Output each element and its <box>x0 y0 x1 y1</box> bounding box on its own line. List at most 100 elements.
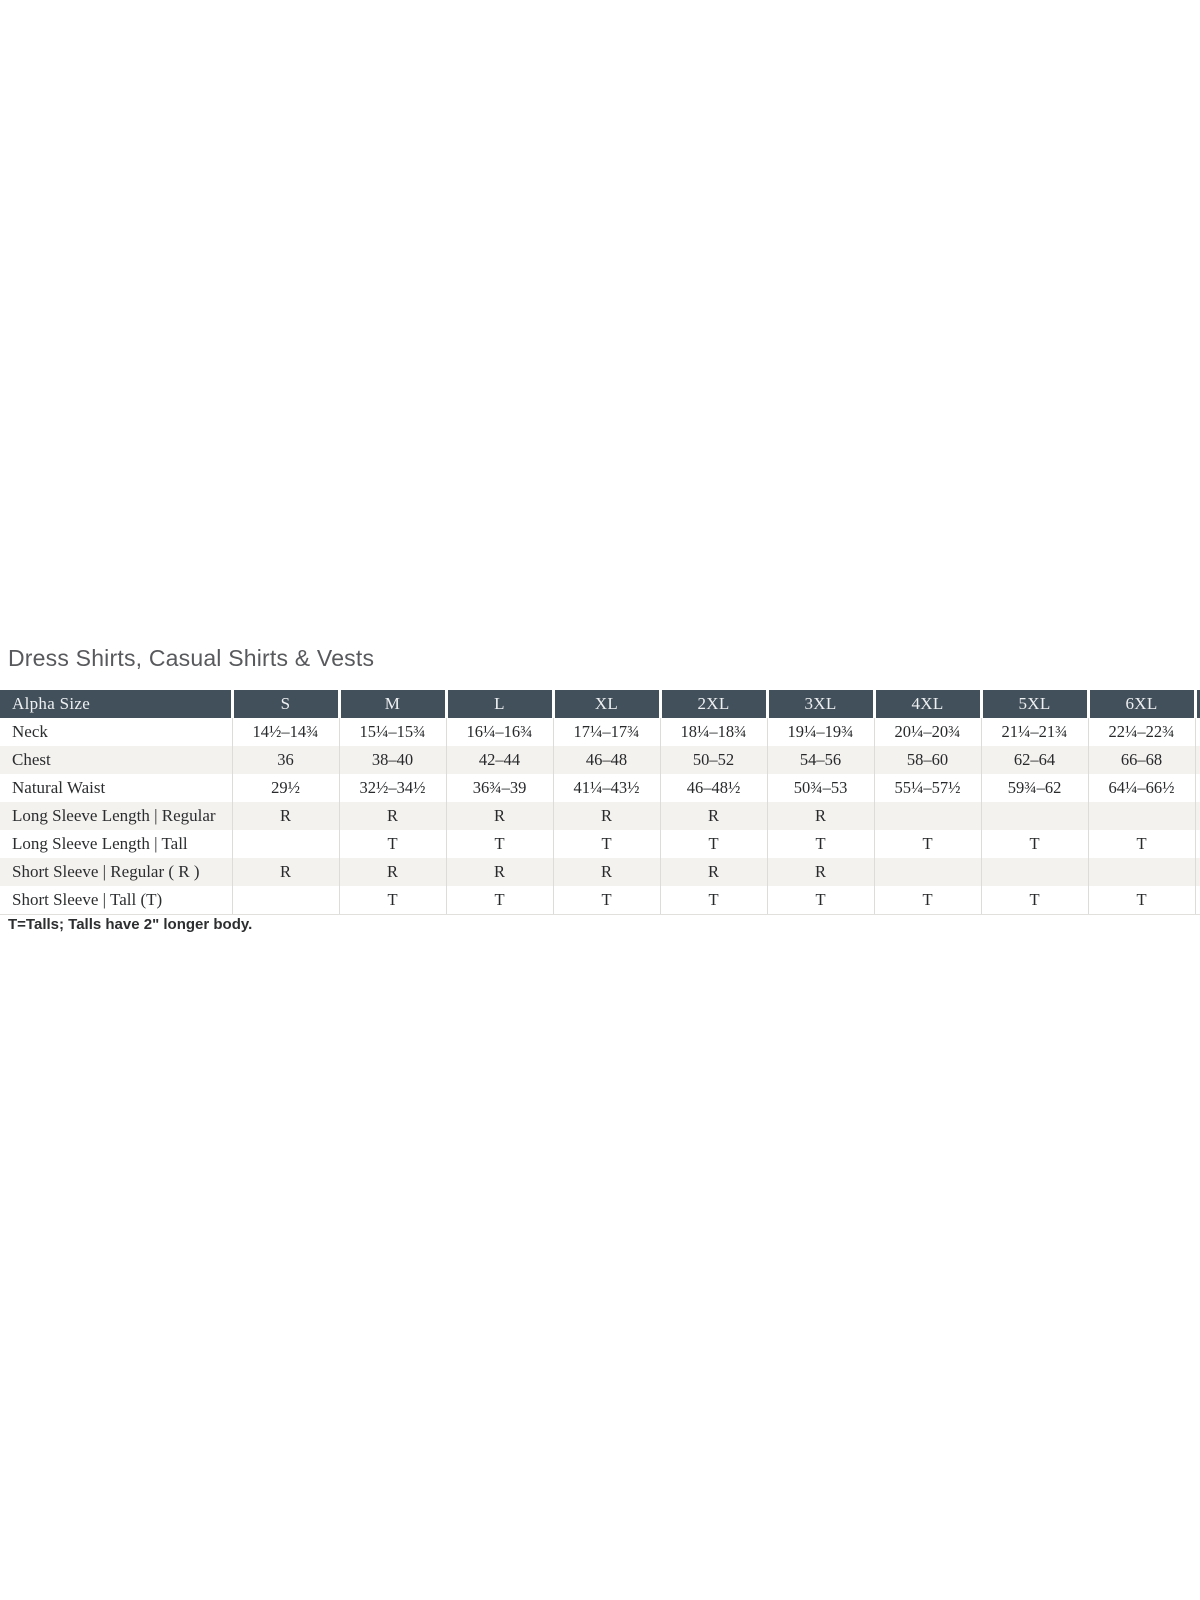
row-label: Neck <box>0 718 232 746</box>
size-value-cell: 41¼–43½ <box>552 774 660 802</box>
header-cell-5xl: 5XL <box>979 690 1088 718</box>
size-value-cell: 59¾–62 <box>980 774 1088 802</box>
row-label: Chest <box>0 746 232 774</box>
size-value-cell <box>873 858 981 886</box>
size-value-cell: R <box>766 802 874 830</box>
header-cell-4xl: 4XL <box>872 690 981 718</box>
size-value-cell: 42–44 <box>445 746 553 774</box>
size-value-cell: 66–68 <box>1087 746 1195 774</box>
size-value-cell: T <box>659 886 767 915</box>
size-value-cell <box>1194 886 1200 915</box>
size-value-cell: T <box>980 830 1088 858</box>
size-value-cell: R <box>552 858 660 886</box>
size-value-cell: 54–56 <box>766 746 874 774</box>
size-value-cell <box>1087 858 1195 886</box>
size-value-cell: R <box>231 858 339 886</box>
size-chart-table-wrap: Alpha Size S M L XL 2XL 3XL 4XL 5XL 6XL Neck 14½–… <box>0 690 1200 915</box>
size-value-cell: T <box>980 886 1088 915</box>
size-value-cell <box>1194 802 1200 830</box>
size-value-cell: 36¾–39 <box>445 774 553 802</box>
size-value-cell: T <box>552 830 660 858</box>
size-value-cell: 58–60 <box>873 746 981 774</box>
size-value-cell: R <box>445 858 553 886</box>
size-value-cell: 14½–14¾ <box>231 718 339 746</box>
table-row: Neck 14½–14¾ 15¼–15¾ 16¼–16¾ 17¼–17¾ 18¼–18¾ 1… <box>0 718 1200 746</box>
size-value-cell <box>1087 802 1195 830</box>
size-value-cell: 15¼–15¾ <box>338 718 446 746</box>
size-value-cell: 36 <box>231 746 339 774</box>
size-value-cell <box>873 802 981 830</box>
header-cell-6xl: 6XL <box>1086 690 1195 718</box>
size-value-cell: R <box>338 802 446 830</box>
table-row: Long Sleeve Length | Tall T T T T T T T T <box>0 830 1200 858</box>
table-row: Natural Waist 29½ 32½–34½ 36¾–39 41¼–43½ 46–4… <box>0 774 1200 802</box>
header-cell-s: S <box>230 690 339 718</box>
row-label: Long Sleeve Length | Regular <box>0 802 232 830</box>
size-value-cell <box>1194 774 1200 802</box>
size-value-cell: T <box>338 886 446 915</box>
size-chart-table: Alpha Size S M L XL 2XL 3XL 4XL 5XL 6XL Neck 14½–… <box>0 690 1200 915</box>
size-value-cell <box>1194 746 1200 774</box>
size-value-cell: 62–64 <box>980 746 1088 774</box>
size-value-cell: T <box>873 830 981 858</box>
table-row: Long Sleeve Length | Regular R R R R R R <box>0 802 1200 830</box>
size-value-cell: 50–52 <box>659 746 767 774</box>
table-row: Chest 36 38–40 42–44 46–48 50–52 54–56 58–60 62–… <box>0 746 1200 774</box>
header-cell-xl: XL <box>551 690 660 718</box>
size-value-cell <box>231 886 339 915</box>
size-value-cell: 64¼–66½ <box>1087 774 1195 802</box>
size-value-cell: 21¼–21¾ <box>980 718 1088 746</box>
size-value-cell: T <box>1087 886 1195 915</box>
size-value-cell: 29½ <box>231 774 339 802</box>
header-cell-l: L <box>444 690 553 718</box>
size-value-cell: T <box>445 830 553 858</box>
size-value-cell <box>1194 830 1200 858</box>
talls-footnote: T=Talls; Talls have 2" longer body. <box>8 916 253 933</box>
size-value-cell: T <box>1087 830 1195 858</box>
size-value-cell: R <box>231 802 339 830</box>
size-value-cell: 50¾–53 <box>766 774 874 802</box>
size-value-cell: T <box>873 886 981 915</box>
size-value-cell: T <box>766 886 874 915</box>
size-value-cell: R <box>766 858 874 886</box>
header-row: Alpha Size S M L XL 2XL 3XL 4XL 5XL 6XL <box>0 690 1200 718</box>
table-row: Short Sleeve | Regular ( R ) R R R R R R <box>0 858 1200 886</box>
size-value-cell: 18¼–18¾ <box>659 718 767 746</box>
size-value-cell: 32½–34½ <box>338 774 446 802</box>
row-label: Short Sleeve | Tall (T) <box>0 886 232 915</box>
size-value-cell: T <box>552 886 660 915</box>
row-label: Natural Waist <box>0 774 232 802</box>
size-value-cell: R <box>659 802 767 830</box>
header-cell-m: M <box>337 690 446 718</box>
size-value-cell: R <box>552 802 660 830</box>
size-value-cell: 19¼–19¾ <box>766 718 874 746</box>
size-value-cell: R <box>445 802 553 830</box>
size-value-cell: R <box>659 858 767 886</box>
size-value-cell: R <box>338 858 446 886</box>
size-value-cell: 46–48½ <box>659 774 767 802</box>
row-label: Long Sleeve Length | Tall <box>0 830 232 858</box>
header-cell-3xl: 3XL <box>765 690 874 718</box>
size-value-cell: T <box>766 830 874 858</box>
size-value-cell: T <box>659 830 767 858</box>
size-value-cell <box>231 830 339 858</box>
size-chart-title: Dress Shirts, Casual Shirts & Vests <box>8 645 375 671</box>
header-cell-alpha-size: Alpha Size <box>0 690 232 718</box>
size-value-cell: 38–40 <box>338 746 446 774</box>
size-value-cell: 22¼–22¾ <box>1087 718 1195 746</box>
size-value-cell: 55¼–57½ <box>873 774 981 802</box>
header-cell-2xl: 2XL <box>658 690 767 718</box>
size-value-cell: 16¼–16¾ <box>445 718 553 746</box>
size-value-cell: 17¼–17¾ <box>552 718 660 746</box>
table-row: Short Sleeve | Tall (T) T T T T T T T T <box>0 886 1200 915</box>
row-label: Short Sleeve | Regular ( R ) <box>0 858 232 886</box>
size-value-cell: T <box>338 830 446 858</box>
size-value-cell: 20¼–20¾ <box>873 718 981 746</box>
size-value-cell <box>1194 718 1200 746</box>
size-value-cell <box>980 858 1088 886</box>
size-value-cell: 46–48 <box>552 746 660 774</box>
header-cell-clipped <box>1193 690 1200 718</box>
size-value-cell: T <box>445 886 553 915</box>
size-value-cell <box>980 802 1088 830</box>
